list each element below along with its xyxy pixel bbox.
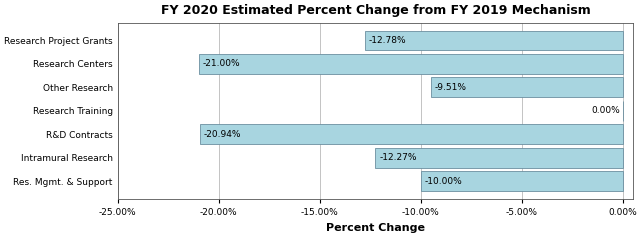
Text: -20.94%: -20.94%: [204, 130, 241, 139]
Bar: [431, 77, 623, 97]
Bar: [198, 54, 623, 74]
Bar: [200, 124, 623, 144]
X-axis label: Percent Change: Percent Change: [326, 223, 425, 233]
Title: FY 2020 Estimated Percent Change from FY 2019 Mechanism: FY 2020 Estimated Percent Change from FY…: [160, 4, 590, 17]
Text: 0.00%: 0.00%: [591, 106, 620, 115]
Text: -10.00%: -10.00%: [425, 177, 463, 186]
Text: -12.78%: -12.78%: [369, 36, 406, 45]
Bar: [421, 171, 623, 191]
Text: -9.51%: -9.51%: [435, 83, 467, 92]
Bar: [365, 31, 623, 50]
Text: -21.00%: -21.00%: [203, 59, 240, 68]
Bar: [375, 148, 623, 168]
Text: -12.27%: -12.27%: [379, 153, 417, 162]
